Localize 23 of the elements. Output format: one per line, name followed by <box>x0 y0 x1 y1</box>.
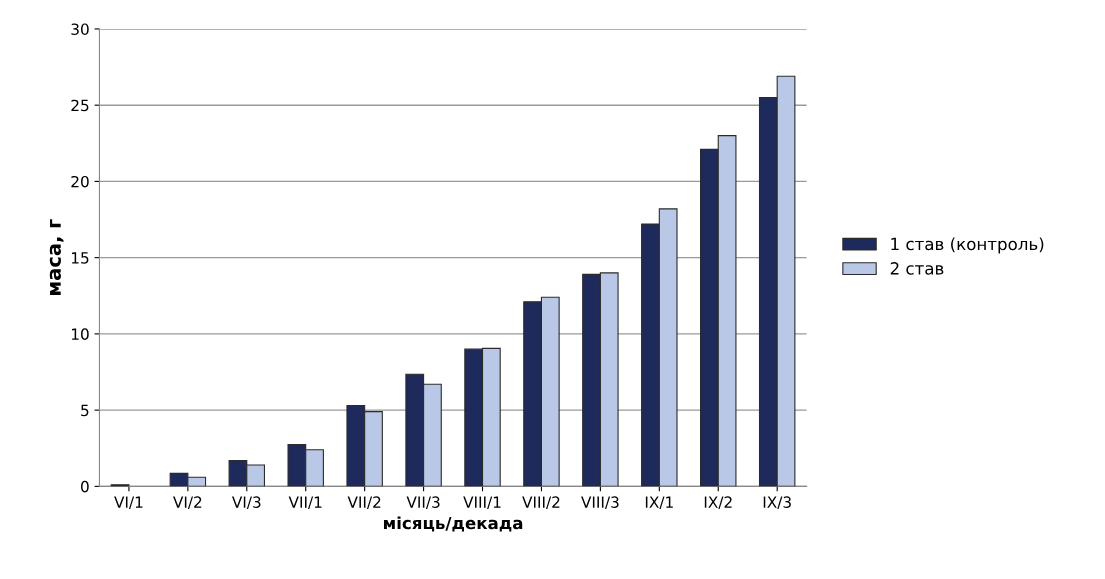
x-tick-label: VIII/2 <box>522 496 560 510</box>
y-tick-label: 5 <box>81 404 89 417</box>
y-tick-label: 15 <box>71 252 89 264</box>
y-tick-label: 10 <box>71 328 89 340</box>
x-tick-label: VIII/3 <box>581 496 619 510</box>
y-tick-label: 20 <box>71 175 89 188</box>
y-tick-label: 25 <box>71 99 89 112</box>
x-tick-label: VIII/1 <box>463 496 501 510</box>
x-tick-label: VI/1 <box>114 496 143 510</box>
x-tick-label: VII/1 <box>288 496 322 510</box>
x-axis-title: місяць/декада <box>383 516 523 532</box>
y-tick-label: 0 <box>81 480 89 493</box>
y-axis-title: маса, г <box>49 219 64 296</box>
legend-label: 2 став <box>890 262 944 275</box>
x-tick-label: VI/2 <box>173 496 202 510</box>
legend-label: 1 став (контроль) <box>891 237 1044 254</box>
y-tick-label: 30 <box>71 23 89 35</box>
x-tick-label: IX/2 <box>704 496 732 510</box>
x-tick-label: VI/3 <box>231 496 261 510</box>
x-tick-label: VII/2 <box>347 496 381 510</box>
x-tick-label: VII/3 <box>406 496 440 510</box>
x-tick-label: IX/1 <box>645 496 673 510</box>
x-tick-label: IX/3 <box>763 496 791 510</box>
